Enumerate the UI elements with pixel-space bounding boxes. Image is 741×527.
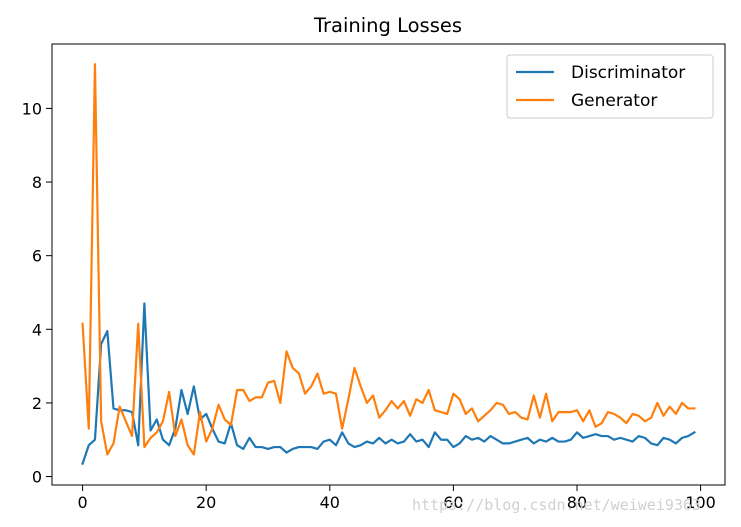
series-line-generator [81,63,696,456]
x-tick-label: 20 [196,493,216,512]
watermark-text: https://blog.csdn.net/weiwei9363 [412,496,701,514]
legend: Discriminator Generator [506,54,714,119]
y-tick-label: 8 [32,173,42,192]
legend-label-generator: Generator [571,91,657,111]
chart-title: Training Losses [313,14,462,37]
x-tick-label: 60 [443,493,463,512]
axes-frame [51,43,726,486]
y-tick-label: 2 [32,394,42,413]
x-tick-label: 0 [77,493,87,512]
series-line-discriminator [81,302,696,466]
x-tick-label: 40 [320,493,340,512]
y-tick-label: 0 [32,468,42,487]
y-tick-label: 6 [32,247,42,266]
y-tick-label: 4 [32,320,42,339]
x-tick-label: 80 [567,493,587,512]
x-tick-label: 100 [685,493,716,512]
y-tick-label: 10 [22,99,42,118]
legend-label-discriminator: Discriminator [571,63,685,83]
legend-box [506,54,714,119]
plot-area: 0 20 40 60 80 100 0 2 4 6 8 10 Discriminator Generato… [22,43,726,512]
